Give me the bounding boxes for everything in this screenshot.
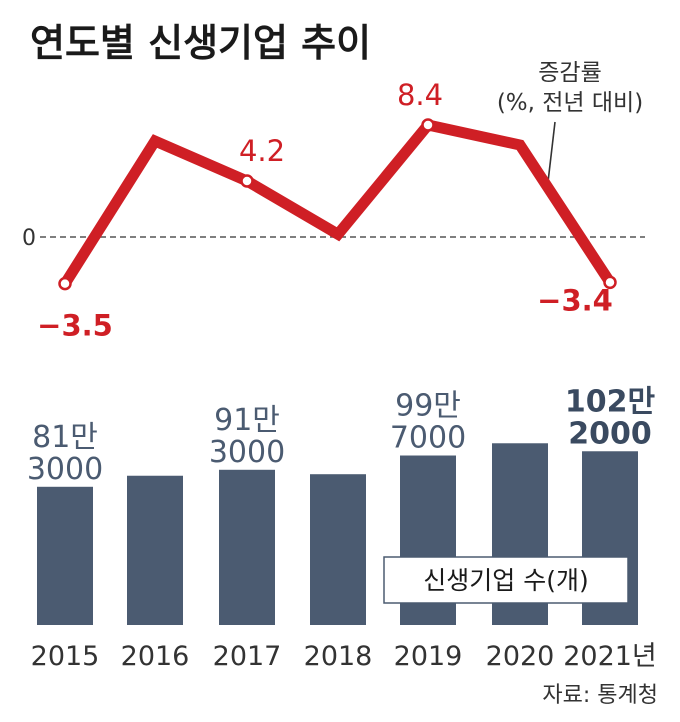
bar-value-label-2017-1: 91만 (214, 403, 280, 438)
year-label-2017: 2017 (213, 641, 282, 672)
bar-value-label-2015-2: 3000 (27, 452, 103, 487)
year-label-2015: 2015 (31, 641, 100, 672)
bar-2018 (310, 474, 366, 625)
bar-value-label-2021-2: 2000 (568, 416, 652, 451)
zero-label: 0 (22, 226, 36, 251)
bar-legend-text: 신생기업 수(개) (423, 566, 588, 595)
bar-2016 (127, 475, 183, 625)
year-label-2019: 2019 (394, 641, 463, 672)
chart-title: 연도별 신생기업 추이 (30, 21, 371, 65)
rate-label-2017: 4.2 (239, 134, 285, 168)
bar-value-label-2015-1: 81만 (32, 420, 98, 455)
bar-2017 (219, 469, 275, 625)
rate-label-2021: −3.4 (537, 283, 613, 317)
growth-rate-line (59, 118, 616, 290)
rate-point-2015 (58, 276, 72, 291)
year-label-2020: 2020 (486, 641, 555, 672)
rate-point-2017 (240, 174, 254, 188)
bar-value-label-2017-2: 3000 (209, 435, 285, 470)
bar-value-label-2019-2: 7000 (390, 421, 466, 456)
line-legend-title: 증감률 (538, 60, 601, 86)
rate-label-2019: 8.4 (397, 78, 443, 112)
year-label-2018: 2018 (304, 641, 373, 672)
rate-point-2021 (603, 275, 617, 290)
line-legend-unit: (%, 전년 대비) (497, 90, 643, 116)
growth-rate-line-layer: −3.5 4.2 8.4 −3.4 (37, 78, 617, 343)
source-note: 자료: 통계청 (542, 683, 658, 708)
year-label-2021: 2021년 (563, 641, 657, 672)
bar-legend-box: 신생기업 수(개) (383, 556, 629, 604)
legend-leader-line (547, 121, 556, 183)
bar-2015 (37, 486, 93, 625)
rate-label-2015: −3.5 (37, 309, 113, 343)
bar-value-label-2019-1: 99만 (395, 389, 461, 424)
year-label-2016: 2016 (121, 641, 190, 672)
new-firms-bar-layer: 2015 2016 2017 2018 2019 2020 2021년81만300091만3… (27, 384, 657, 672)
rate-point-2019 (421, 118, 435, 132)
bar-value-label-2021-1: 102만 (565, 384, 656, 419)
